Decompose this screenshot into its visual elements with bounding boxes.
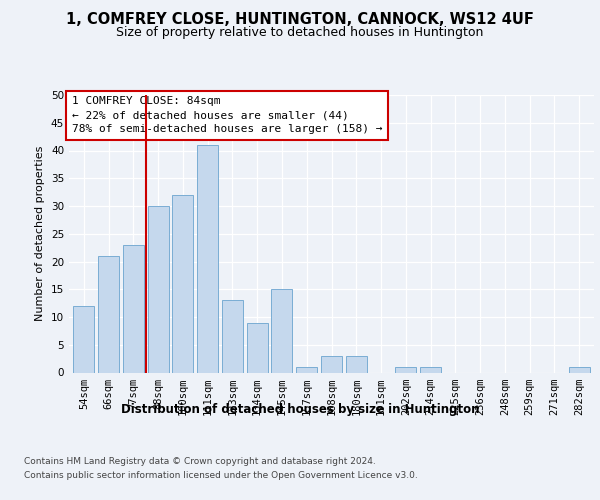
Bar: [569, 367, 590, 372]
Bar: [296, 367, 317, 372]
Text: 1 COMFREY CLOSE: 84sqm
← 22% of detached houses are smaller (44)
78% of semi-det: 1 COMFREY CLOSE: 84sqm ← 22% of detached…: [71, 96, 382, 134]
Bar: [172, 195, 193, 372]
Text: 1, COMFREY CLOSE, HUNTINGTON, CANNOCK, WS12 4UF: 1, COMFREY CLOSE, HUNTINGTON, CANNOCK, W…: [66, 12, 534, 28]
Bar: [420, 367, 441, 372]
Bar: [395, 367, 416, 372]
Text: Contains public sector information licensed under the Open Government Licence v3: Contains public sector information licen…: [24, 471, 418, 480]
Bar: [247, 322, 268, 372]
Bar: [148, 206, 169, 372]
Text: Distribution of detached houses by size in Huntington: Distribution of detached houses by size …: [121, 402, 479, 415]
Text: Contains HM Land Registry data © Crown copyright and database right 2024.: Contains HM Land Registry data © Crown c…: [24, 458, 376, 466]
Bar: [222, 300, 243, 372]
Bar: [123, 245, 144, 372]
Bar: [73, 306, 94, 372]
Bar: [98, 256, 119, 372]
Y-axis label: Number of detached properties: Number of detached properties: [35, 146, 46, 322]
Bar: [271, 289, 292, 372]
Bar: [346, 356, 367, 372]
Bar: [321, 356, 342, 372]
Bar: [197, 145, 218, 372]
Text: Size of property relative to detached houses in Huntington: Size of property relative to detached ho…: [116, 26, 484, 39]
